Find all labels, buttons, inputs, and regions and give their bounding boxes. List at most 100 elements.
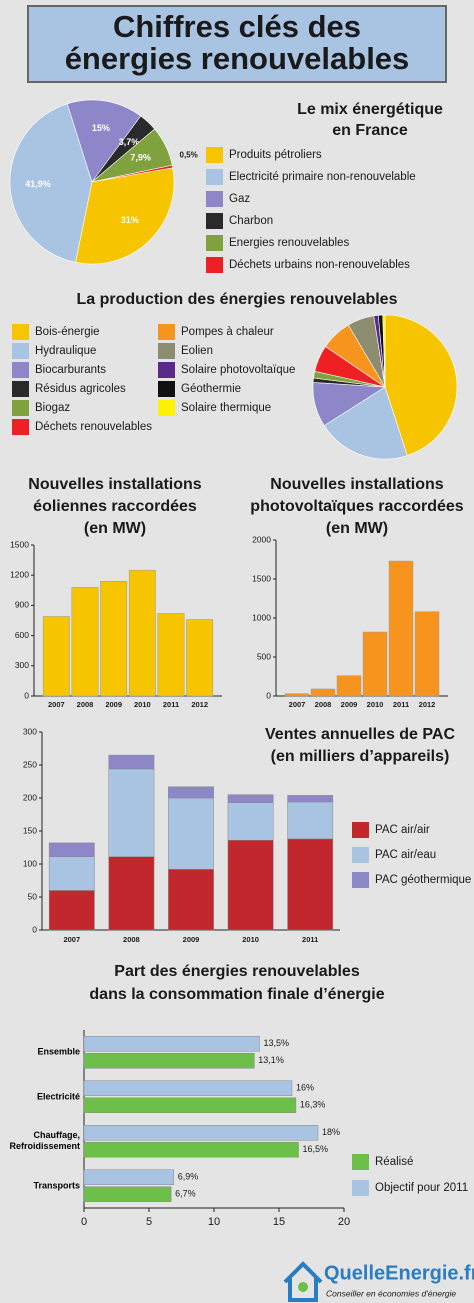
bar-segment: [227, 839, 274, 931]
y-tick-label: 1500: [252, 573, 271, 583]
bar: [388, 560, 414, 697]
bar: [310, 688, 336, 697]
x-tick-label: 10: [208, 1216, 220, 1228]
main-title: Chiffres clés des: [113, 9, 361, 44]
legend-label: Réalisé: [375, 1156, 413, 1168]
legend-swatch: [352, 872, 369, 888]
y-tick-label: 2000: [252, 534, 271, 544]
legend-label: Charbon: [229, 215, 273, 227]
main-title: énergies renouvelables: [65, 41, 410, 76]
bar-segment: [48, 890, 95, 931]
legend-label: Gaz: [229, 193, 250, 205]
chart-title: Part des énergies renouvelables: [114, 963, 360, 980]
legend-swatch: [158, 362, 175, 378]
legend-label: PAC air/air: [375, 824, 430, 836]
bar: [83, 1036, 260, 1052]
pie-slice: [75, 167, 175, 265]
value-label: 6,9%: [178, 1172, 199, 1182]
bar: [83, 1097, 297, 1113]
chart-title: (en MW): [326, 520, 388, 537]
value-label: 0,5%: [180, 151, 198, 160]
y-tick-label: 150: [23, 825, 37, 835]
x-tick-label: 2010: [367, 700, 384, 709]
category-label: Electricité: [36, 1091, 80, 1102]
x-tick-label: 2011: [302, 935, 318, 944]
x-tick-label: 2011: [163, 700, 179, 709]
legend-swatch: [158, 343, 175, 359]
bar-segment: [168, 797, 214, 870]
value-label: 18%: [322, 1127, 340, 1137]
bar-segment: [48, 856, 95, 891]
legend-swatch: [352, 847, 369, 863]
bar-segment: [227, 794, 274, 803]
legend-label: Déchets renouvelables: [35, 421, 152, 433]
x-tick-label: 2012: [419, 700, 436, 709]
legend-swatch: [12, 362, 29, 378]
bar-segment: [287, 838, 334, 931]
bar-segment: [108, 856, 155, 931]
bar: [83, 1142, 299, 1158]
bar: [157, 613, 185, 697]
y-tick-label: 50: [28, 891, 38, 901]
x-tick-label: 2012: [191, 700, 208, 709]
pie-slice: [384, 314, 458, 456]
bar: [284, 693, 310, 697]
legend-label: Biogaz: [35, 402, 70, 414]
legend-label: Objectif pour 2011: [375, 1182, 468, 1194]
legend-swatch: [158, 381, 175, 397]
y-tick-label: 300: [15, 660, 29, 670]
y-tick-label: 1500: [10, 539, 29, 549]
bar-segment: [168, 869, 214, 931]
y-tick-label: 0: [24, 690, 29, 700]
category-label: Ensemble: [37, 1046, 80, 1057]
bar: [83, 1169, 174, 1185]
chart-title: éoliennes raccordées: [33, 498, 197, 515]
x-tick-label: 2007: [289, 700, 306, 709]
bar: [83, 1125, 319, 1141]
legend-swatch: [352, 1180, 369, 1196]
y-tick-label: 900: [15, 600, 29, 610]
chart-title: Ventes annuelles de PAC: [265, 726, 455, 743]
y-tick-label: 1000: [252, 612, 271, 622]
legend-swatch: [352, 1154, 369, 1170]
logo-icon: [298, 1282, 308, 1292]
legend-label: Energies renouvelables: [229, 237, 349, 249]
y-tick-label: 600: [15, 630, 29, 640]
x-tick-label: 2007: [48, 700, 65, 709]
chart-title: photovoltaïques raccordées: [250, 498, 463, 515]
category-label: Transports: [33, 1180, 80, 1191]
x-tick-label: 2010: [242, 935, 259, 944]
value-label: 16,3%: [300, 1100, 326, 1110]
legend-label: PAC air/eau: [375, 849, 436, 861]
bar: [42, 616, 70, 697]
x-tick-label: 2011: [393, 700, 409, 709]
legend-label: Solaire photovoltaïque: [181, 364, 295, 376]
y-tick-label: 300: [23, 726, 37, 736]
bar: [362, 631, 388, 697]
y-tick-label: 1200: [10, 569, 29, 579]
value-label: 6,7%: [175, 1189, 196, 1199]
chart-title: La production des énergies renouvelables: [77, 291, 398, 308]
value-label: 31%: [121, 215, 139, 225]
legend-swatch: [12, 343, 29, 359]
chart-title: Nouvelles installations: [28, 476, 201, 493]
pie-slice: [66, 99, 142, 183]
legend-swatch: [12, 381, 29, 397]
legend-swatch: [12, 419, 29, 435]
y-tick-label: 500: [257, 651, 271, 661]
legend-label: Eolien: [181, 345, 213, 357]
legend-label: Hydraulique: [35, 345, 96, 357]
bar: [83, 1186, 172, 1202]
value-label: 41,9%: [25, 179, 51, 189]
y-tick-label: 0: [266, 690, 271, 700]
bar: [71, 587, 99, 697]
legend-label: Déchets urbains non-renouvelables: [229, 259, 410, 271]
x-tick-label: 2008: [77, 700, 94, 709]
legend-swatch: [12, 400, 29, 416]
legend-label: Bois-énergie: [35, 326, 100, 338]
y-tick-label: 0: [32, 924, 37, 934]
value-label: 15%: [92, 123, 110, 133]
chart-title: Le mix énergétique: [297, 101, 443, 118]
pie-slice: [9, 103, 93, 263]
